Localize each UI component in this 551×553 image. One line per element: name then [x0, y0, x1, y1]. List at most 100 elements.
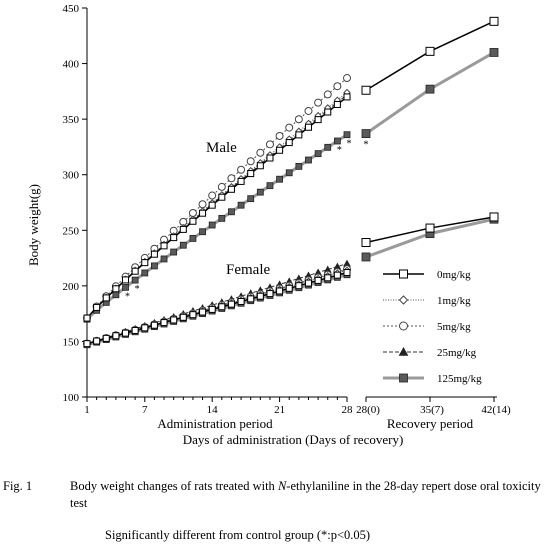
recovery-period-label: Recovery period [387, 416, 474, 431]
male-point-125 [305, 156, 312, 164]
y-axis-label: Body weight(g) [26, 184, 41, 266]
male-point-5 [265, 140, 274, 149]
male-point-125 [285, 169, 293, 177]
male-point-0 [179, 225, 187, 233]
x-axis-label: Days of administration (Days of recovery… [183, 432, 404, 447]
male-point-125 [199, 228, 206, 236]
significance-star: * [337, 145, 342, 156]
female-point-0 [122, 329, 130, 337]
x-tick-label: 1 [84, 404, 90, 416]
female-point-0 [295, 282, 303, 290]
female-point-0 [256, 292, 264, 300]
legend-marker [399, 321, 408, 331]
legend-label: 5mg/kg [437, 321, 471, 333]
y-tick-label: 100 [63, 392, 80, 404]
male-recovery-point-125 [489, 48, 499, 57]
male-point-5 [217, 182, 226, 191]
y-tick-label: 400 [63, 59, 80, 71]
legend-label: 1mg/kg [437, 295, 471, 307]
male-point-0 [256, 162, 264, 170]
female-point-0 [141, 324, 149, 332]
y-tick-label: 350 [63, 114, 80, 126]
male-point-0 [247, 170, 255, 178]
legend-item-5: 5mg/kg [383, 321, 471, 333]
female-point-0 [189, 311, 197, 319]
body-weight-chart: Body weight(g) 100150200250300350400450 … [26, 3, 511, 447]
male-point-5 [294, 115, 303, 124]
male-point-125 [276, 175, 283, 183]
x-tick-label: 21 [274, 404, 285, 416]
male-point-5 [208, 191, 217, 200]
male-point-125 [160, 255, 168, 263]
male-point-125 [131, 276, 139, 284]
female-point-0 [160, 319, 168, 327]
legend-label: 125mg/kg [437, 373, 482, 385]
male-point-125 [189, 235, 197, 242]
significance-star: * [347, 139, 352, 150]
male-point-0 [189, 217, 197, 225]
female-point-0 [304, 279, 312, 287]
male-point-0 [218, 193, 226, 201]
female-point-0 [314, 276, 322, 284]
male-recovery-point-0 [489, 16, 499, 26]
female-line-0 [86, 271, 348, 345]
male-point-5 [343, 74, 351, 83]
male-point-0 [208, 201, 216, 209]
male-point-0 [314, 116, 322, 124]
significance-star: * [135, 284, 140, 295]
figure-label: Fig. 1 [3, 479, 33, 493]
caption-text-italic: N [277, 479, 287, 493]
male-line-125 [85, 133, 348, 321]
male-point-125 [122, 283, 129, 291]
male-point-125 [343, 131, 351, 139]
admin-period-label: Administration period [157, 416, 273, 431]
chart-series: * * * * * [83, 16, 499, 349]
male-point-0 [93, 303, 101, 311]
female-label: Female [226, 262, 270, 278]
female-point-0 [333, 271, 341, 279]
y-tick-label: 250 [63, 225, 80, 237]
male-recovery-point-125 [425, 84, 435, 94]
male-recovery-point-0 [425, 46, 435, 56]
caption-text-before: Body weight changes of rats treated with [70, 479, 278, 493]
male-point-0 [285, 139, 293, 147]
female-point-0 [276, 287, 284, 295]
male-label: Male [206, 140, 237, 156]
female-point-0 [199, 308, 207, 316]
male-point-0 [276, 146, 284, 154]
male-series-125 [83, 48, 499, 323]
female-point-0 [102, 334, 110, 342]
male-point-125 [151, 262, 158, 270]
male-point-5 [237, 165, 246, 174]
male-point-5 [188, 208, 197, 217]
male-line-5 [86, 77, 348, 319]
female-point-0 [131, 326, 139, 334]
male-point-0 [266, 154, 274, 162]
male-point-0 [343, 93, 351, 101]
male-point-0 [295, 131, 303, 139]
legend-label: 25mg/kg [437, 347, 477, 359]
male-point-5 [227, 174, 236, 183]
male-point-125 [247, 195, 255, 203]
significance-star: * [364, 140, 369, 151]
male-point-0 [102, 294, 110, 302]
x-axis-ticks: 1 7 14 21 28 28(0) 35(7) 42(14) [84, 397, 511, 416]
x-tick-label: 7 [142, 404, 148, 416]
legend-item-1: 1mg/kg [383, 295, 471, 307]
female-point-0 [93, 337, 101, 345]
y-tick-label: 300 [63, 170, 80, 182]
chart-legend: 0mg/kg 1mg/kg 5mg/kg 25mg/kg 125mg/kg [383, 269, 482, 385]
female-point-0 [285, 284, 293, 292]
female-point-0 [112, 332, 120, 340]
female-point-0 [266, 290, 274, 298]
male-point-0 [227, 185, 235, 193]
male-point-125 [314, 150, 322, 158]
male-point-125 [266, 182, 274, 190]
female-series-0 [83, 212, 499, 348]
y-axis-ticks: 100 150 200 250 300 350 400 450 [63, 3, 87, 404]
female-line-125 [86, 273, 348, 347]
male-point-125 [179, 241, 187, 249]
male-point-0 [199, 209, 207, 217]
female-recovery-point-125 [361, 252, 371, 262]
female-point-0 [179, 313, 187, 321]
